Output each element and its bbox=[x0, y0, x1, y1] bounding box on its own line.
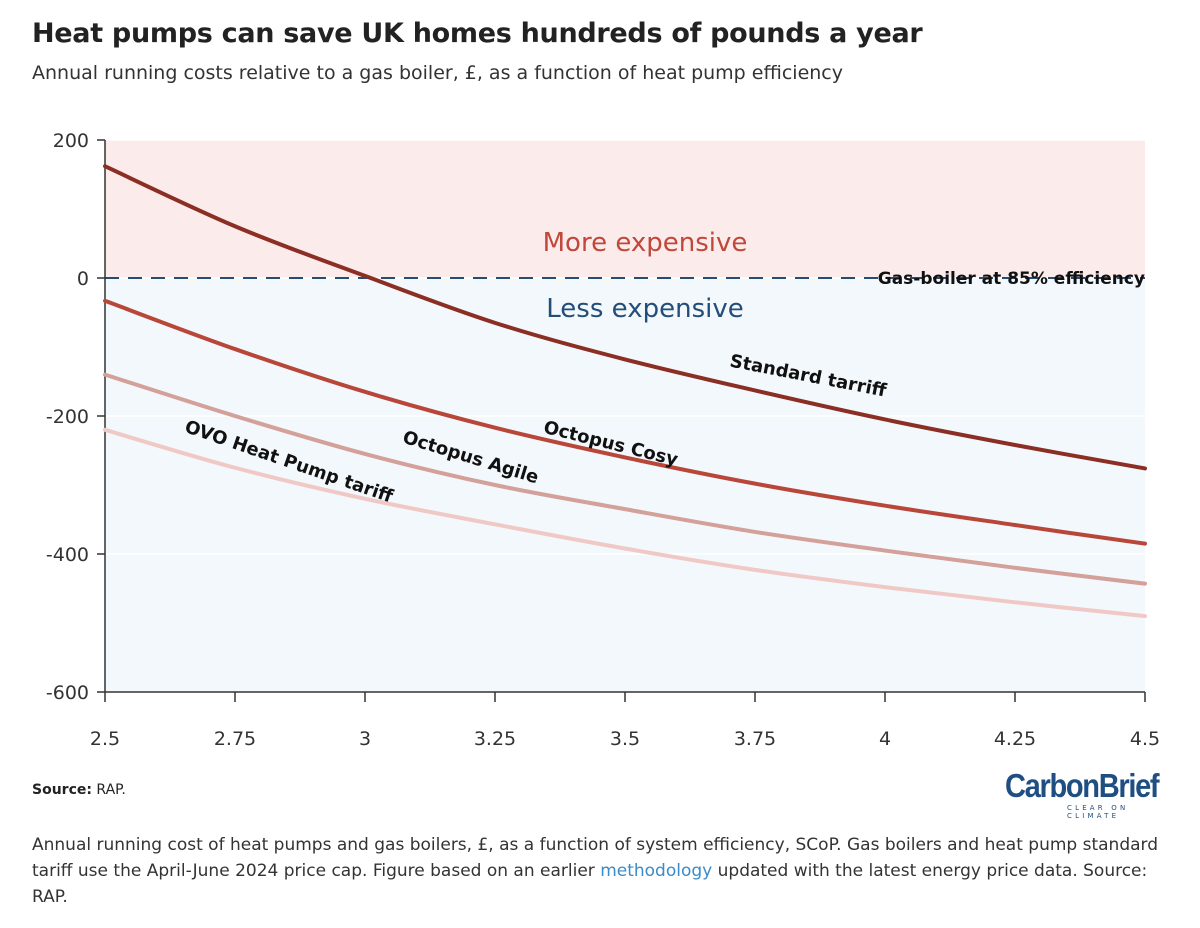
caption-text-1: Annual running cost of heat pumps and ga… bbox=[32, 835, 1159, 881]
chart-subtitle: Annual running costs relative to a gas b… bbox=[32, 62, 843, 84]
source-value: RAP. bbox=[96, 782, 126, 798]
y-tick-label: 0 bbox=[77, 268, 89, 290]
x-tick-label: 3.75 bbox=[734, 728, 776, 750]
x-tick-label: 3.25 bbox=[474, 728, 516, 750]
carbonbrief-logo: CarbonBrief CLEAR ON CLIMATE bbox=[1005, 767, 1170, 821]
line-chart: More expensive Less expensive Gas-boiler a… bbox=[46, 130, 1160, 750]
series-line-octopus-agile bbox=[103, 372, 1147, 586]
reference-line-label: Gas-boiler at 85% efficiency bbox=[878, 269, 1145, 289]
caption-text-2: updated with the latest energy price dat… bbox=[32, 861, 1148, 907]
y-tick-label: -400 bbox=[46, 544, 89, 566]
figure-caption: Annual running cost of heat pumps and ga… bbox=[32, 832, 1162, 910]
y-tick-label: -600 bbox=[46, 682, 89, 704]
logo-tagline: CLEAR ON CLIMATE bbox=[1067, 804, 1129, 820]
methodology-link[interactable]: methodology bbox=[600, 861, 713, 881]
series-line-octopus-cosy bbox=[103, 298, 1147, 546]
x-tick-label: 3.5 bbox=[610, 728, 640, 750]
region-label-less-expensive: Less expensive bbox=[546, 294, 743, 324]
series-line-standard-tarriff bbox=[103, 164, 1147, 471]
region-band-less-expensive bbox=[105, 278, 1145, 692]
chart-title: Heat pumps can save UK homes hundreds of… bbox=[32, 18, 923, 49]
y-tick-label: 200 bbox=[53, 130, 89, 152]
region-label-more-expensive: More expensive bbox=[543, 228, 748, 258]
x-tick-label: 2.5 bbox=[90, 728, 120, 750]
x-tick-label: 2.75 bbox=[214, 728, 256, 750]
x-tick-label: 4.5 bbox=[1130, 728, 1160, 750]
source-note: Source: RAP. bbox=[32, 782, 126, 798]
logo-text: CarbonBrief bbox=[1005, 767, 1160, 804]
x-tick-label: 3 bbox=[359, 728, 371, 750]
series-line-ovo-heat-pump-tariff bbox=[103, 427, 1147, 619]
y-tick-label: -200 bbox=[46, 406, 89, 428]
x-tick-label: 4.25 bbox=[994, 728, 1036, 750]
region-band-more-expensive bbox=[105, 140, 1145, 278]
x-tick-label: 4 bbox=[879, 728, 891, 750]
source-label: Source: bbox=[32, 782, 92, 798]
